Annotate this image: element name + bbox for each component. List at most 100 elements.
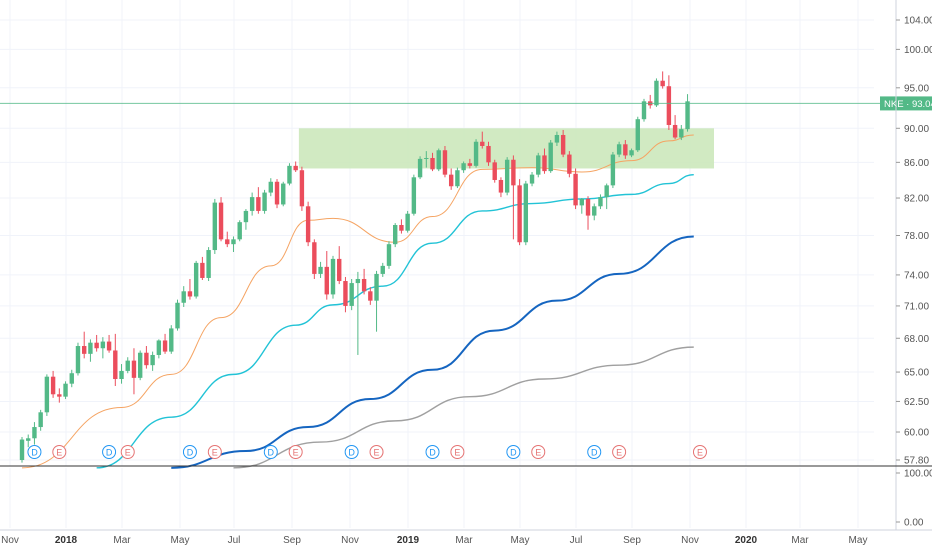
candle — [641, 98, 647, 122]
candle — [467, 158, 473, 169]
candle — [542, 148, 547, 174]
marker-letter: E — [293, 448, 299, 458]
candle-body — [585, 198, 591, 216]
candle — [361, 268, 367, 295]
marker-letter: D — [591, 448, 598, 458]
candle — [318, 261, 323, 278]
candle-body — [287, 165, 292, 184]
time-tick-label: Jul — [570, 535, 583, 546]
dividend-marker: D — [27, 445, 42, 459]
price-tick-label: 71.00 — [904, 301, 929, 312]
candle — [343, 276, 348, 313]
marker-circle — [263, 445, 278, 459]
dividend-marker: D — [182, 445, 197, 459]
candle-body — [57, 394, 62, 397]
price-tick-label: 90.00 — [904, 124, 929, 135]
marker-letter: D — [429, 448, 436, 458]
candle — [57, 388, 62, 403]
candle-body — [548, 142, 553, 172]
candle — [380, 262, 385, 277]
candle — [44, 374, 50, 416]
candle — [262, 189, 267, 214]
candle-body — [193, 262, 199, 297]
candle-body — [598, 197, 603, 207]
candle-body — [480, 141, 485, 146]
marker-letter: E — [374, 448, 380, 458]
earnings-marker: E — [450, 445, 465, 459]
candle-body — [355, 278, 361, 284]
candle — [212, 198, 218, 254]
candle — [430, 152, 435, 172]
candle — [187, 278, 193, 300]
time-tick-label: Jul — [228, 535, 241, 546]
candle-body — [641, 101, 647, 120]
candle — [666, 75, 672, 130]
candlestick-series — [19, 71, 690, 463]
marker-letter: D — [187, 448, 194, 458]
time-axis[interactable]: Nov 2018 Mar May Jul Sep Nov 2019 Mar May Jul Sep No… — [1, 535, 867, 546]
candle-body — [448, 174, 454, 187]
candle-body — [69, 373, 74, 384]
candle-body — [63, 383, 68, 397]
marker-circle — [102, 445, 117, 459]
candle — [598, 194, 603, 210]
candle — [585, 196, 591, 230]
candle-body — [567, 154, 572, 174]
time-tick-label: 2020 — [735, 535, 758, 546]
candle-body — [113, 350, 118, 380]
marker-letter: D — [348, 448, 355, 458]
dividend-marker: D — [263, 445, 278, 459]
candle-body — [374, 273, 379, 301]
marker-letter: E — [535, 448, 541, 458]
price-tick-label: 65.00 — [904, 368, 929, 379]
candle — [125, 357, 130, 374]
time-tick-label: Mar — [791, 535, 809, 546]
candle-body — [337, 258, 342, 282]
candle-body — [299, 170, 305, 207]
candle-body — [343, 281, 348, 306]
candle — [498, 177, 504, 198]
candle-body — [424, 158, 429, 160]
candle-body — [324, 266, 329, 295]
candle — [368, 287, 373, 305]
candle — [26, 434, 31, 448]
candle — [473, 139, 479, 168]
candle-body — [330, 258, 336, 295]
candle — [405, 210, 410, 233]
candle-body — [200, 262, 205, 278]
candle-body — [455, 170, 460, 187]
earnings-marker: E — [369, 445, 384, 459]
marker-circle — [120, 445, 135, 459]
candle — [312, 239, 317, 279]
marker-circle — [27, 445, 42, 459]
candle-body — [492, 162, 497, 180]
candle — [442, 145, 448, 178]
candle-body — [137, 352, 143, 378]
candle — [299, 166, 305, 211]
candle-body — [106, 341, 112, 351]
price-axis[interactable]: 104.00 100.00 95.00 90.00 86.00 82.00 78.00 74.… — [896, 16, 932, 467]
marker-circle — [182, 445, 197, 459]
candle — [144, 346, 149, 369]
candle — [504, 157, 510, 196]
time-tick-label: 2019 — [397, 535, 420, 546]
candle-body — [654, 80, 659, 106]
candle-body — [94, 342, 99, 349]
candle — [554, 131, 560, 146]
candle-body — [206, 250, 211, 278]
candle-body — [536, 155, 541, 175]
candle — [32, 422, 37, 445]
marker-circle — [425, 445, 440, 459]
candle-body — [685, 101, 690, 130]
candle — [679, 124, 684, 141]
lower-pane: 100.00 0.00 — [896, 469, 932, 529]
candle — [88, 339, 93, 362]
candle — [461, 161, 466, 173]
price-tick-label: 104.00 — [904, 16, 932, 27]
marker-letter: E — [697, 448, 703, 458]
candle-body — [82, 346, 87, 354]
candle-body — [19, 439, 25, 460]
marker-circle — [531, 445, 546, 459]
candle — [455, 167, 460, 189]
